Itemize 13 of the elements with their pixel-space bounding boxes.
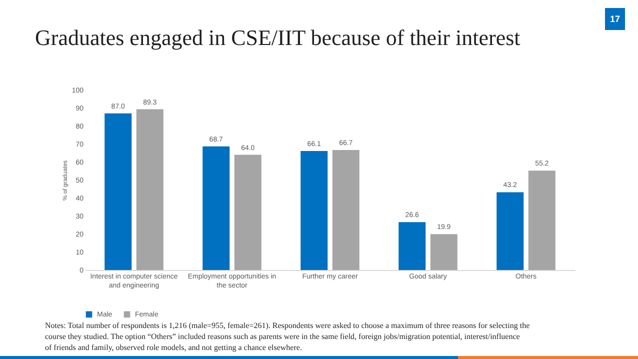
bar bbox=[300, 151, 328, 270]
bar bbox=[234, 154, 262, 270]
bar bbox=[136, 109, 164, 270]
text: Notes: Total number of respondents is 1,216 (male=955, female=261). Respondents were asked to choose a maximum of three reasons for selecting the course they studied. The option “Others” included reasons such as parents were in the same field, foreign jobs/migration potential, interest/influence of friends and family, observed role models, and not getting a chance elsewhere. bbox=[45, 321, 530, 352]
bar bbox=[496, 192, 524, 270]
chart-title: Graduates engaged in CSE/IIT because of their interest bbox=[35, 25, 520, 50]
bar bbox=[332, 150, 360, 270]
bar bbox=[398, 222, 426, 270]
bar bbox=[202, 146, 230, 270]
bar bbox=[528, 170, 556, 270]
bar bbox=[104, 113, 132, 270]
text: 17 bbox=[610, 14, 620, 24]
bar bbox=[430, 234, 458, 270]
